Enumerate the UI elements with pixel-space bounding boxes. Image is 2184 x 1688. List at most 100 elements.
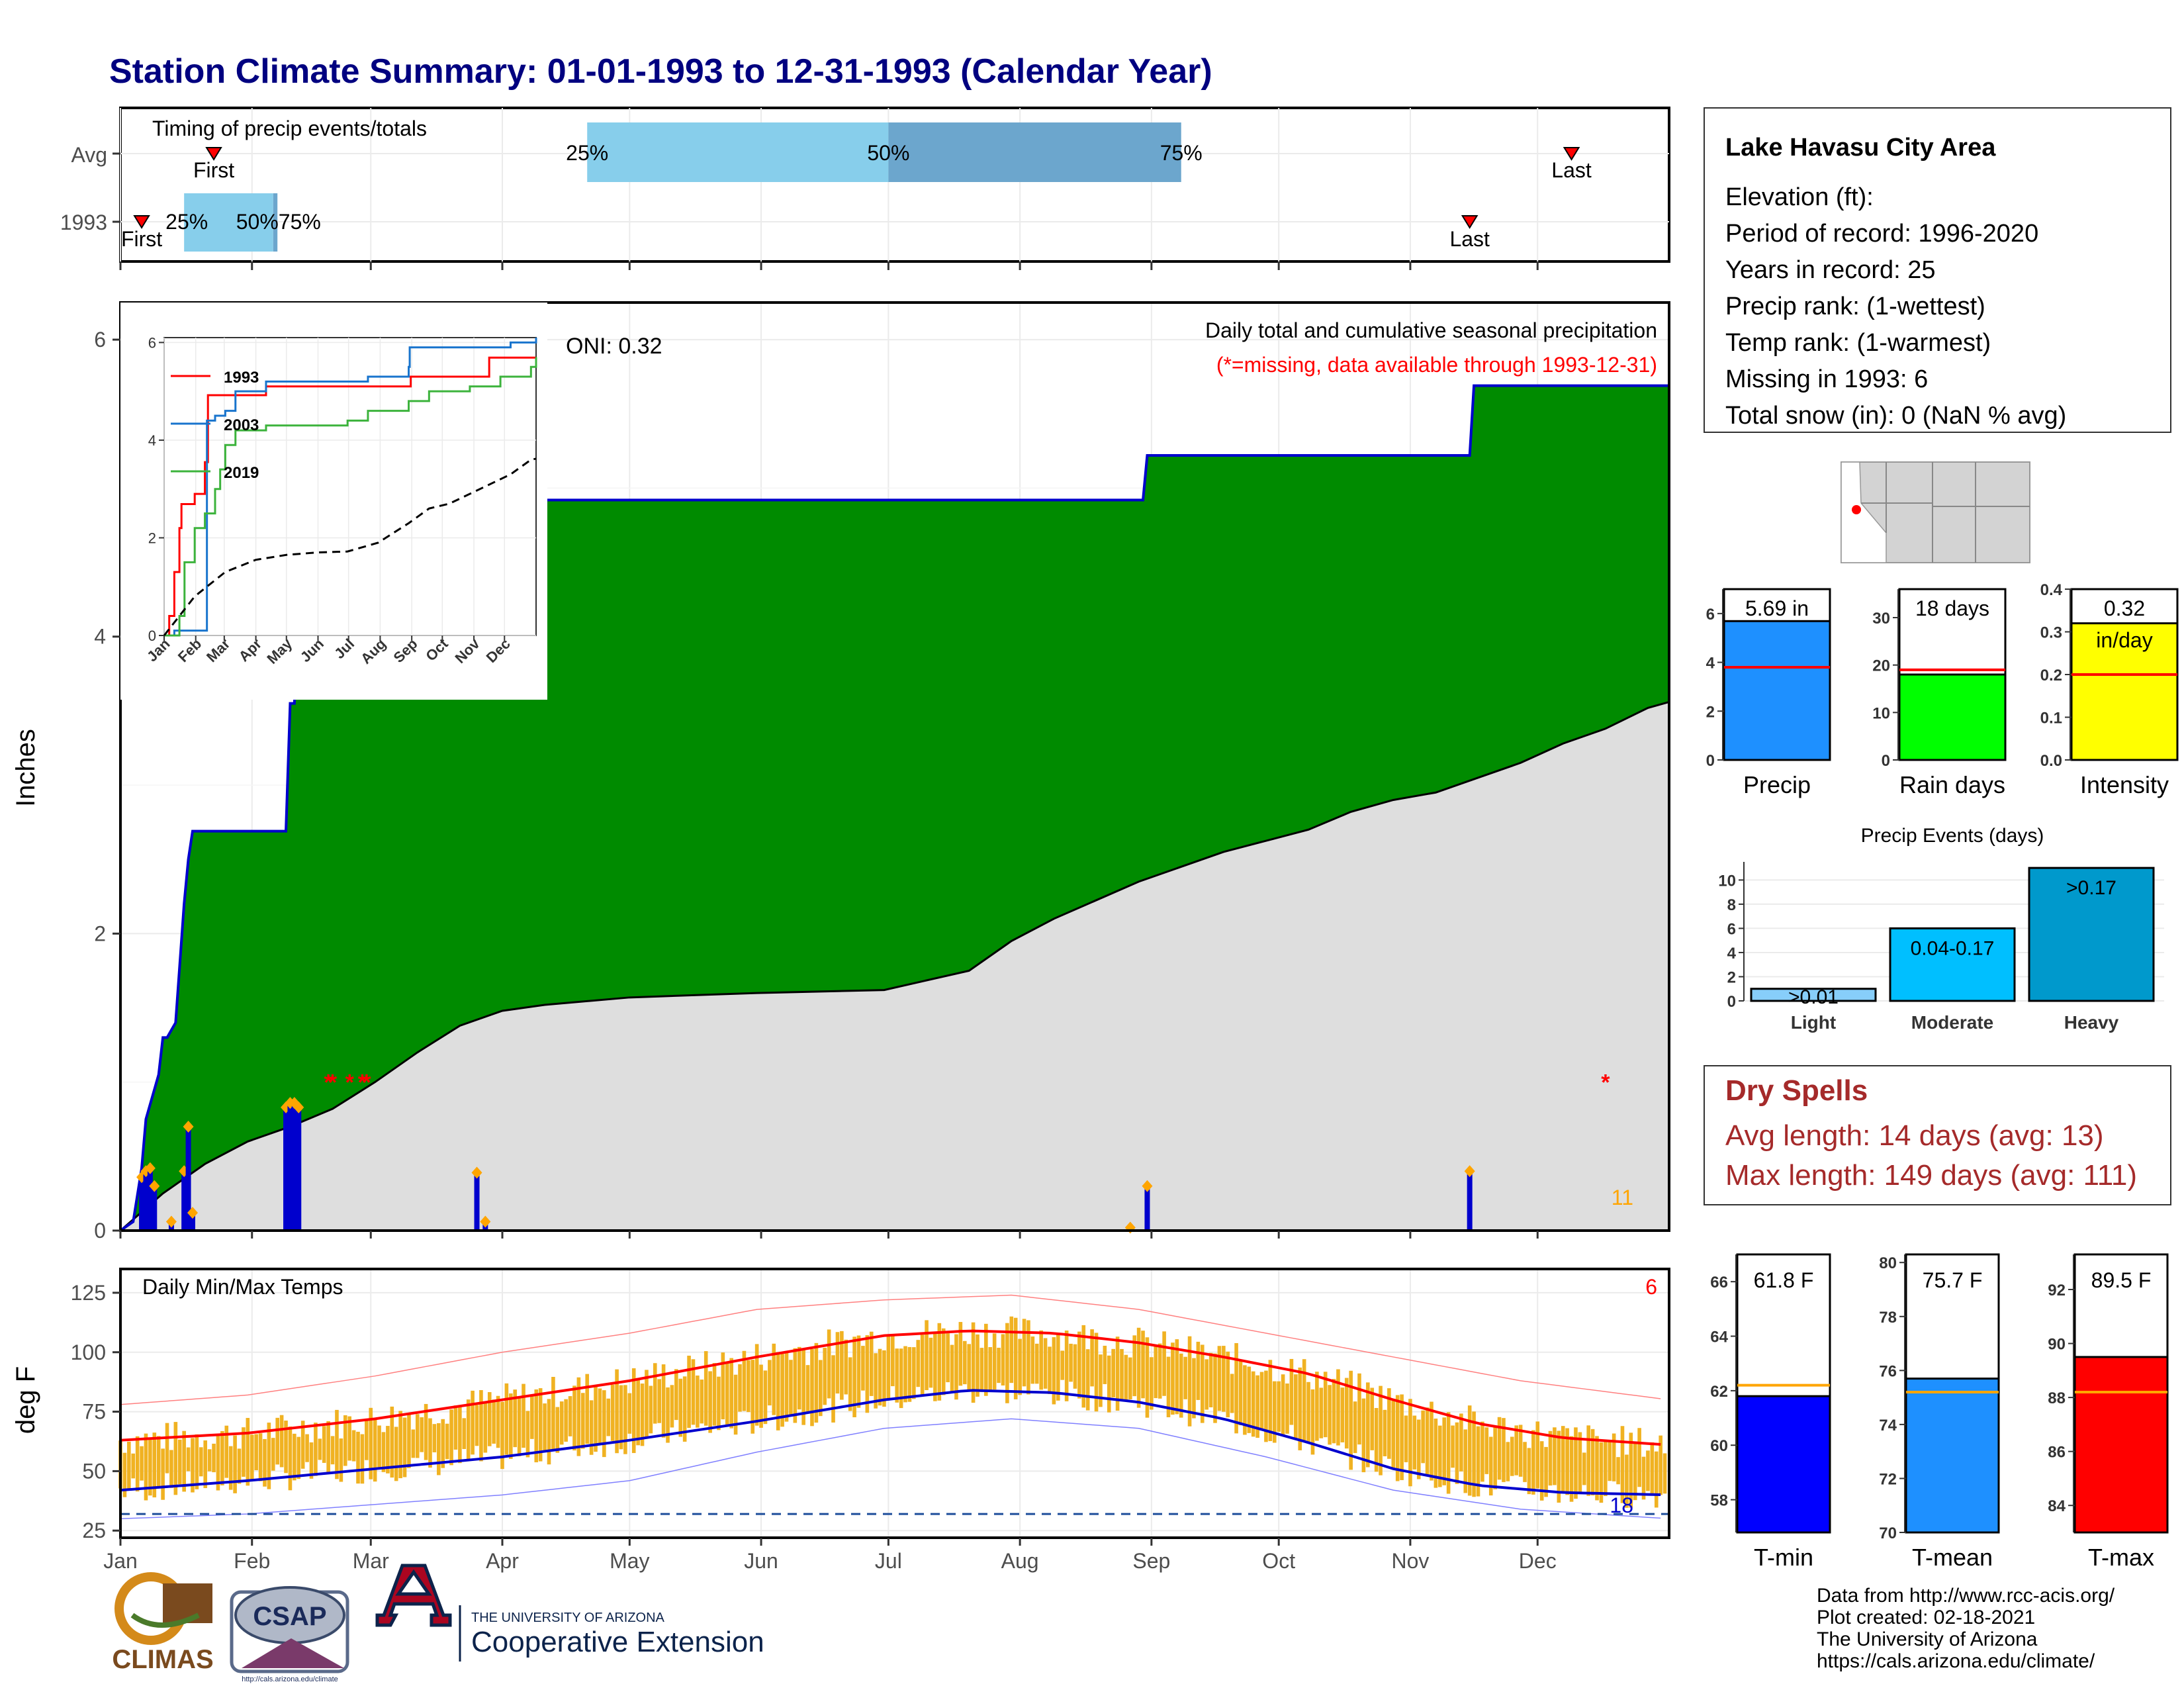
missing-data-marker: * (358, 1070, 367, 1096)
daily-temp-bar (1480, 1421, 1484, 1482)
daily-temp-bar (1238, 1361, 1243, 1426)
timing-year-first-marker (133, 215, 150, 229)
precip-corner-count: 11 (1612, 1186, 1633, 1209)
daily-temp-bar (398, 1411, 402, 1479)
daily-temp-bar (1323, 1372, 1328, 1438)
daily-temp-bar (1493, 1426, 1497, 1489)
csap-mountain (242, 1638, 344, 1668)
inset-legend-label: 2003 (224, 416, 259, 434)
daily-temp-bar (381, 1432, 386, 1472)
precip-y-tick-label: 2 (94, 921, 106, 945)
daily-temp-bar (971, 1322, 976, 1403)
daily-temp-bar (661, 1364, 666, 1438)
daily-temp-bar (369, 1407, 373, 1479)
climas-wordmark: CLIMAS (112, 1645, 213, 1674)
daily-temp-bar (335, 1409, 339, 1479)
daily-temp-bar (1467, 1405, 1472, 1496)
daily-temp-bar (1285, 1383, 1289, 1434)
daily-precip-point (144, 1162, 156, 1174)
daily-temp-bar (878, 1348, 882, 1406)
daily-temp-bar (1039, 1330, 1043, 1390)
daily-temp-bar (441, 1419, 445, 1468)
daily-temp-bar (1259, 1372, 1264, 1430)
daily-temp-bar (356, 1431, 360, 1484)
daily-temp-bar (314, 1423, 318, 1476)
precip-events-chart: Precip Events (days) 0 2 4 6 8 10 >0.01 Light 0.… (1718, 825, 2164, 1033)
timing-year-last-label: Last (1449, 227, 1490, 251)
daily-temp-bar (538, 1388, 543, 1462)
daily-temp-bar (551, 1377, 555, 1450)
month-tick-label: Jun (744, 1549, 778, 1573)
station-info-line: Missing in 1993: 6 (1725, 365, 1928, 393)
daily-temp-bar (500, 1401, 504, 1470)
daily-temp-bar (1281, 1374, 1285, 1436)
daily-temp-bar (976, 1334, 979, 1397)
timing-avg-p75-label: 75% (1160, 141, 1203, 165)
daily-temp-bar (1514, 1425, 1519, 1476)
daily-temp-bar (801, 1349, 805, 1425)
daily-temp-bar (615, 1369, 619, 1454)
daily-temp-bar (674, 1369, 678, 1421)
daily-temp-bar (653, 1363, 657, 1424)
footer: CLIMAS CSAP http://cals.arizona.edu/clim… (112, 1564, 2115, 1683)
station-info-line: Precip rank: (1-wettest) (1725, 293, 1985, 320)
events-bar-Light (1750, 988, 1877, 1002)
daily-temp-bar (1463, 1429, 1468, 1493)
inset-series-line-2019 (164, 357, 537, 637)
daily-temp-bar (246, 1418, 250, 1486)
daily-temp-bar (1387, 1388, 1391, 1459)
daily-temp-bar (1472, 1411, 1476, 1497)
timing-year-last-marker (1461, 215, 1479, 229)
daily-temp-bar (1247, 1366, 1251, 1433)
daily-temp-bar (1132, 1335, 1137, 1397)
daily-temp-bar (555, 1407, 560, 1453)
daily-temp-bar (568, 1396, 572, 1436)
daily-temp-bar (373, 1419, 377, 1482)
daily-temp-bar (572, 1385, 576, 1451)
daily-temp-bar (564, 1399, 568, 1442)
daily-temp-bar (496, 1395, 500, 1448)
daily-temp-bar (1103, 1345, 1107, 1384)
daily-temp-bar (666, 1387, 670, 1443)
timing-row-avg-label: Avg (71, 143, 107, 167)
daily-temp-bar (1043, 1338, 1048, 1389)
summary-bar-axis-label: Precip (1743, 771, 1811, 798)
summary-y-tick-label: 0.1 (2040, 710, 2062, 727)
daily-temp-bar (1425, 1407, 1430, 1476)
daily-temp-bar (1310, 1389, 1315, 1455)
timing-avg-first-marker (205, 147, 222, 161)
page-title: Station Climate Summary: 01-01-1993 to 1… (109, 52, 1212, 91)
daily-precip-bar (185, 1126, 191, 1231)
station-info-box: Lake Havasu City Area Elevation (ft): Per… (1704, 107, 2171, 433)
daily-temp-bar (997, 1347, 1001, 1383)
daily-temp-bar (1060, 1350, 1065, 1380)
daily-temp-bar (1379, 1385, 1383, 1476)
daily-temp-bar (343, 1415, 347, 1466)
events-bar-Heavy (2028, 867, 2155, 1002)
daily-precip-bar (147, 1168, 153, 1231)
daily-temp-bar (449, 1409, 453, 1466)
daily-temp-bar (1641, 1456, 1646, 1500)
daily-temp-bar (207, 1449, 212, 1472)
daily-temp-bar (920, 1335, 925, 1395)
daily-temp-bar (1497, 1417, 1502, 1480)
daily-temp-bar (1582, 1452, 1586, 1485)
daily-temp-bar (365, 1418, 369, 1460)
daily-temp-bar (1001, 1334, 1005, 1386)
daily-temp-bar (1637, 1428, 1641, 1487)
daily-temp-bar (1077, 1331, 1081, 1399)
timing-avg-last-marker (1563, 147, 1580, 161)
daily-temp-bar (890, 1334, 895, 1387)
daily-precip-bar (189, 1213, 195, 1231)
daily-temp-bar (1111, 1348, 1115, 1398)
daily-temp-bar (1502, 1418, 1506, 1482)
timing-title: Timing of precip events/totals (152, 117, 427, 140)
daily-temp-bar (453, 1405, 458, 1450)
station-name: Lake Havasu City Area (1725, 134, 1996, 162)
dry-max: Max length: 149 days (avg: 111) (1725, 1159, 2137, 1192)
summary-y-tick-label: 2 (1706, 703, 1715, 721)
inset-grid (163, 338, 536, 636)
daily-temp-bar (254, 1434, 258, 1470)
daily-temp-bar (1026, 1320, 1030, 1395)
